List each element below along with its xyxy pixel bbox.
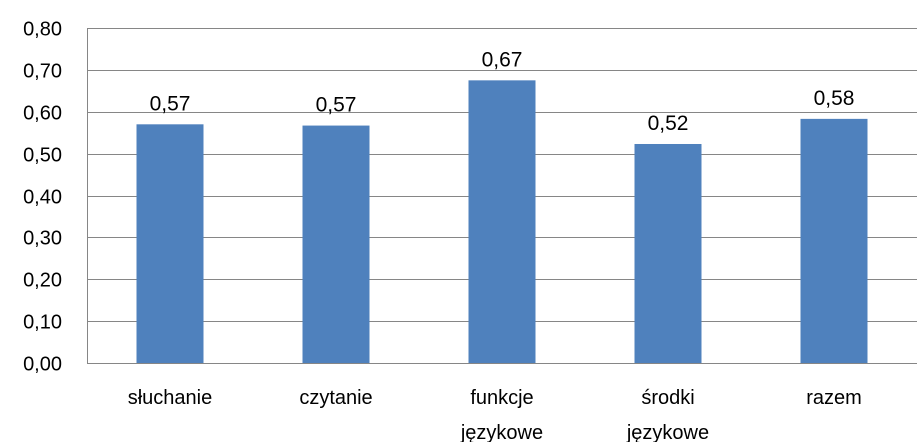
bar — [302, 125, 370, 363]
bar — [634, 143, 702, 363]
category-label: językowe — [460, 422, 543, 442]
bars — [136, 80, 868, 364]
y-tick-label: 0,20 — [23, 270, 62, 292]
data-label: 0,67 — [482, 48, 523, 71]
category-label: razem — [806, 387, 862, 409]
y-tick-label: 0,10 — [23, 312, 62, 334]
bar — [800, 118, 868, 364]
y-tick-label: 0,50 — [23, 145, 62, 167]
y-tick-label: 0,60 — [23, 103, 62, 125]
y-tick-label: 0,80 — [23, 19, 62, 41]
y-tick-label: 0,40 — [23, 187, 62, 209]
y-axis-tick-labels: 0,00 0,10 0,20 0,30 0,40 0,50 0,60 0,70 0,80 — [23, 19, 62, 376]
y-tick-label: 0,70 — [23, 61, 62, 83]
data-label: 0,57 — [316, 94, 357, 117]
category-label: czytanie — [299, 387, 372, 409]
data-label: 0,57 — [150, 92, 191, 115]
category-label: słuchanie — [128, 387, 213, 409]
data-labels: 0,57 0,57 0,67 0,52 0,58 — [150, 48, 855, 135]
category-labels: słuchanie czytanie funkcje językowe środki ję… — [128, 387, 862, 442]
category-label: środki — [641, 387, 694, 409]
bar — [468, 80, 536, 363]
y-tick-label: 0,30 — [23, 228, 62, 250]
data-label: 0,58 — [814, 87, 855, 110]
category-label: językowe — [626, 422, 709, 442]
category-label: funkcje — [470, 387, 533, 409]
y-tick-label: 0,00 — [23, 354, 62, 376]
data-label: 0,52 — [648, 112, 689, 135]
bar — [136, 124, 204, 363]
